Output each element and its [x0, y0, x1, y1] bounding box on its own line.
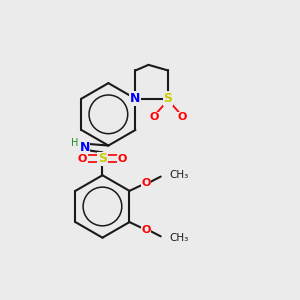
Text: CH₃: CH₃ — [169, 170, 189, 180]
Text: O: O — [149, 112, 159, 122]
Text: S: S — [164, 92, 172, 105]
Text: CH₃: CH₃ — [169, 232, 189, 242]
Text: S: S — [98, 152, 107, 165]
Text: O: O — [118, 154, 127, 164]
Text: O: O — [78, 154, 87, 164]
Text: N: N — [130, 92, 141, 105]
Text: O: O — [177, 112, 187, 122]
Text: O: O — [141, 178, 151, 188]
Text: H: H — [71, 139, 79, 148]
Text: O: O — [141, 225, 151, 235]
Text: N: N — [80, 140, 90, 154]
